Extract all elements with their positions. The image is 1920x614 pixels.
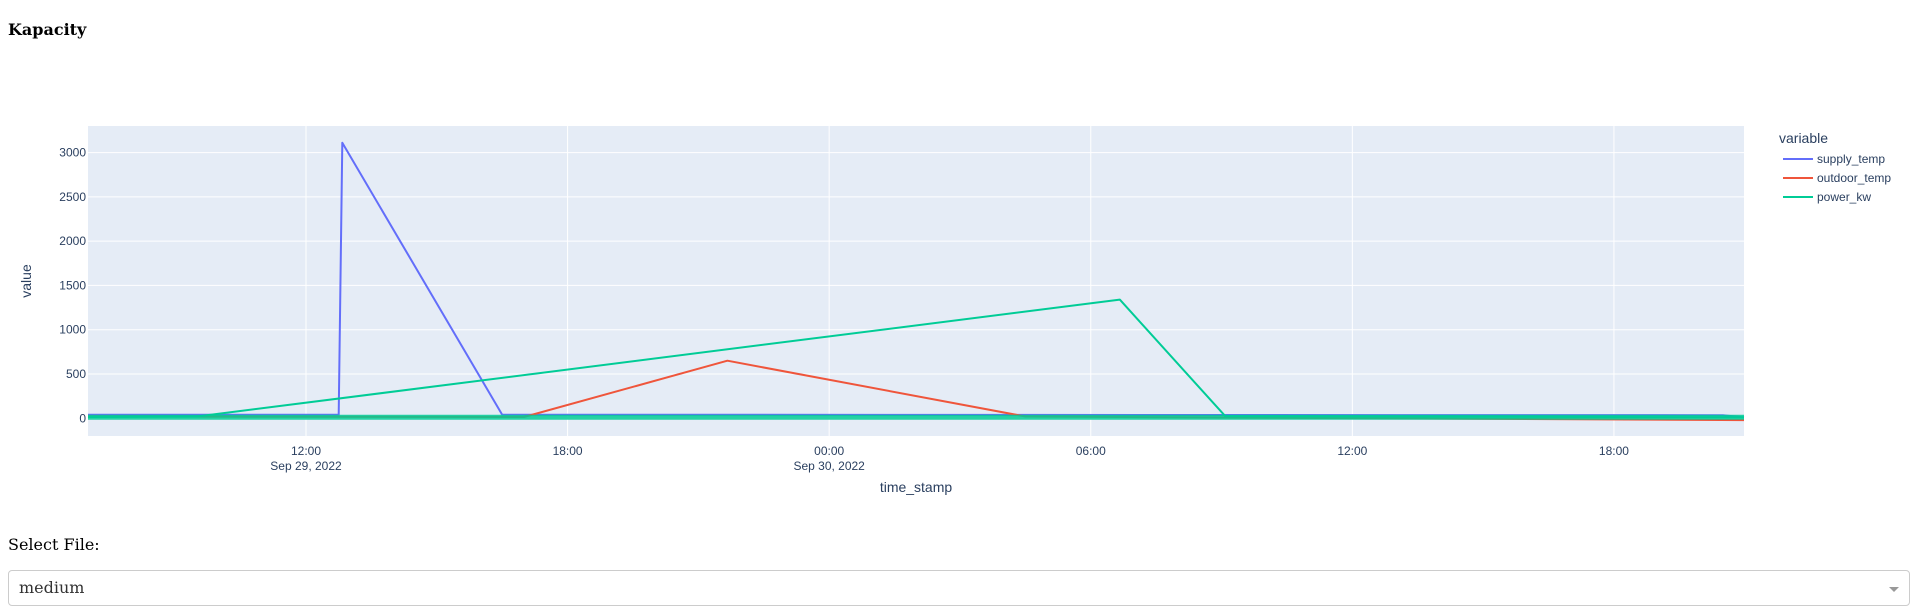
legend-label-supply_temp[interactable]: supply_temp — [1817, 152, 1885, 166]
y-axis-ticks: 0 500 1000 1500 2000 2500 3000 — [59, 146, 86, 426]
legend-label-outdoor_temp[interactable]: outdoor_temp — [1817, 171, 1891, 185]
file-dropdown-value: medium — [19, 578, 85, 597]
chevron-down-icon[interactable] — [1889, 587, 1899, 592]
y-tick-label: 500 — [66, 367, 86, 381]
y-tick-label: 1500 — [59, 278, 86, 292]
plot-area[interactable] — [88, 126, 1744, 436]
legend[interactable]: variable supply_temp outdoor_temp power_kw — [1779, 130, 1891, 204]
x-tick-label: 18:00 — [553, 444, 583, 458]
x-tick-label: 12:00 — [1337, 444, 1367, 458]
y-tick-label: 1000 — [59, 323, 86, 337]
x-tick-date-label: Sep 30, 2022 — [793, 459, 865, 473]
x-tick-label: 06:00 — [1076, 444, 1106, 458]
legend-title: variable — [1779, 130, 1828, 146]
file-dropdown[interactable]: medium — [8, 570, 1910, 606]
y-axis-title: value — [18, 264, 34, 298]
page-title: Kapacity — [8, 20, 87, 39]
series-lines[interactable] — [87, 141, 1745, 422]
y-tick-label: 2000 — [59, 234, 86, 248]
y-tick-label: 3000 — [59, 146, 86, 160]
x-tick-date-label: Sep 29, 2022 — [270, 459, 342, 473]
legend-label-power_kw[interactable]: power_kw — [1817, 190, 1871, 204]
y-tick-label: 0 — [79, 411, 86, 425]
y-tick-label: 2500 — [59, 190, 86, 204]
select-file-label: Select File: — [8, 535, 100, 554]
x-tick-label: 00:00 — [814, 444, 844, 458]
x-tick-label: 12:00 — [291, 444, 321, 458]
x-axis-title: time_stamp — [880, 479, 953, 495]
x-tick-label: 18:00 — [1599, 444, 1629, 458]
